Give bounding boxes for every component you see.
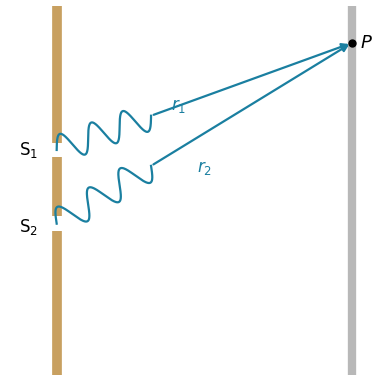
Text: S$_1$: S$_1$ [19, 140, 38, 160]
Text: S$_2$: S$_2$ [19, 218, 38, 237]
Text: $r_2$: $r_2$ [196, 159, 211, 178]
Text: P: P [361, 34, 372, 52]
Text: $r_1$: $r_1$ [171, 97, 186, 115]
